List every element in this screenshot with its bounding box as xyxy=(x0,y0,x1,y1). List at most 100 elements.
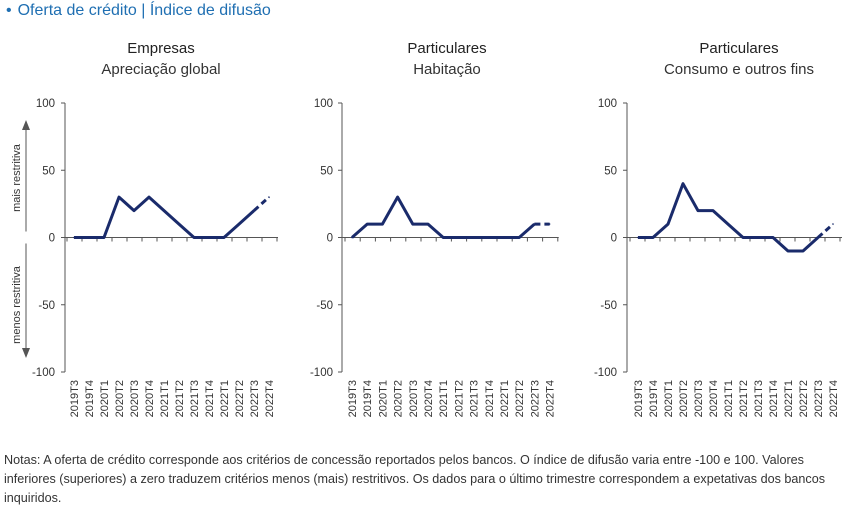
data-point xyxy=(772,236,774,239)
y-tick-label: -50 xyxy=(38,300,55,312)
x-tick-label: 2021T2 xyxy=(453,380,465,417)
x-tick-label: 2020T1 xyxy=(377,380,389,417)
data-point xyxy=(503,236,505,239)
arrow-down-icon xyxy=(22,348,30,358)
data-point xyxy=(742,236,744,239)
x-tick-label: 2022T2 xyxy=(798,380,810,417)
arrow-up-icon xyxy=(22,120,30,130)
data-point xyxy=(208,236,210,239)
x-tick-label: 2022T1 xyxy=(499,380,511,417)
data-point xyxy=(667,223,669,225)
x-tick-label: 2019T3 xyxy=(633,380,645,417)
x-tick-label: 2021T2 xyxy=(738,380,750,417)
y-tick-label: 100 xyxy=(598,98,617,110)
data-point xyxy=(193,236,195,239)
x-tick-label: 2021T4 xyxy=(204,380,216,417)
x-tick-label: 2019T4 xyxy=(648,380,660,417)
x-tick-label: 2022T4 xyxy=(264,380,276,417)
data-point xyxy=(787,250,789,252)
chart-subtitle: Apreciação global xyxy=(101,61,220,78)
y-tick-label: 0 xyxy=(611,233,617,245)
data-point xyxy=(351,236,353,239)
data-point xyxy=(103,236,105,239)
x-tick-label: 2019T3 xyxy=(347,380,359,417)
x-tick-label: 2021T2 xyxy=(174,380,186,417)
data-point xyxy=(148,196,150,198)
x-tick-label: 2022T1 xyxy=(219,380,231,417)
x-tick-label: 2020T2 xyxy=(393,380,405,417)
data-point xyxy=(412,223,414,225)
data-point xyxy=(472,236,475,239)
data-point xyxy=(518,236,520,239)
x-tick-label: 2020T4 xyxy=(144,380,156,417)
data-point xyxy=(442,236,445,239)
x-tick-label: 2021T3 xyxy=(469,380,481,417)
side-label-upper: mais restritiva xyxy=(11,143,23,212)
y-tick-label: -50 xyxy=(600,300,617,312)
x-tick-label: 2020T1 xyxy=(663,380,675,417)
y-tick-label: 100 xyxy=(36,98,55,110)
x-tick-label: 2020T3 xyxy=(129,380,141,417)
x-tick-label: 2022T1 xyxy=(783,380,795,417)
data-point xyxy=(802,250,804,252)
x-tick-label: 2022T2 xyxy=(234,380,246,417)
data-point xyxy=(682,182,684,185)
chart-subtitle: Consumo e outros fins xyxy=(664,61,814,78)
y-tick-label: 0 xyxy=(327,233,333,245)
y-tick-label: -100 xyxy=(310,367,333,379)
x-tick-label: 2020T2 xyxy=(678,380,690,417)
data-point xyxy=(253,209,255,212)
x-tick-label: 2021T3 xyxy=(189,380,201,417)
notes-text: Notas: A oferta de crédito corresponde a… xyxy=(4,453,826,505)
y-tick-label: 50 xyxy=(320,165,333,177)
side-label-lower: menos restritiva xyxy=(11,265,23,344)
x-tick-label: 2020T3 xyxy=(693,380,705,417)
series-line-expected xyxy=(817,222,834,239)
x-tick-label: 2021T1 xyxy=(159,380,171,417)
y-tick-label: 50 xyxy=(42,165,55,177)
x-tick-label: 2022T4 xyxy=(545,380,557,417)
x-tick-label: 2020T4 xyxy=(423,380,435,417)
chart-subtitle: Habitação xyxy=(413,61,481,78)
chart-panel-2: Particulares Habitação 100 50 0 -50 -100 2019T3… xyxy=(310,40,559,417)
data-point xyxy=(178,223,180,225)
data-point xyxy=(817,236,819,239)
x-tick-label: 2022T4 xyxy=(828,380,840,417)
data-point xyxy=(533,223,536,225)
x-tick-label: 2021T4 xyxy=(768,380,780,417)
x-tick-label: 2022T3 xyxy=(249,380,261,417)
y-tick-label: -50 xyxy=(316,300,333,312)
data-point xyxy=(133,209,135,212)
x-tick-label: 2022T3 xyxy=(813,380,825,417)
data-point xyxy=(427,223,429,225)
chart-title: Empresas xyxy=(127,40,195,57)
x-tick-label: 2021T1 xyxy=(723,380,735,417)
x-tick-label: 2021T4 xyxy=(484,380,496,417)
chart-panel-3: Particulares Consumo e outros fins 100 50 0 -… xyxy=(594,40,842,417)
data-point xyxy=(223,236,225,239)
data-point xyxy=(457,236,460,239)
title-bullet: • xyxy=(6,2,12,19)
data-point xyxy=(381,223,384,225)
data-point xyxy=(238,223,240,225)
data-point xyxy=(488,236,490,239)
data-point xyxy=(697,209,699,212)
data-point xyxy=(88,236,90,239)
y-tick-label: 50 xyxy=(604,165,617,177)
charts-canvas: Empresas Apreciação global 100 50 0 -50 -100 20… xyxy=(11,40,842,417)
y-tick-label: -100 xyxy=(32,367,55,379)
data-point xyxy=(712,209,714,212)
x-tick-label: 2021T1 xyxy=(438,380,450,417)
x-tick-label: 2021T3 xyxy=(753,380,765,417)
data-point xyxy=(727,223,729,225)
y-tick-label: -100 xyxy=(594,367,617,379)
x-tick-label: 2022T3 xyxy=(529,380,541,417)
y-tick-label: 100 xyxy=(314,98,333,110)
x-tick-label: 2019T4 xyxy=(84,380,96,417)
data-point xyxy=(548,223,551,225)
x-tick-label: 2022T2 xyxy=(514,380,526,417)
x-tick-label: 2020T2 xyxy=(114,380,126,417)
data-point xyxy=(118,196,120,198)
data-point xyxy=(366,223,369,225)
x-tick-label: 2020T3 xyxy=(408,380,420,417)
